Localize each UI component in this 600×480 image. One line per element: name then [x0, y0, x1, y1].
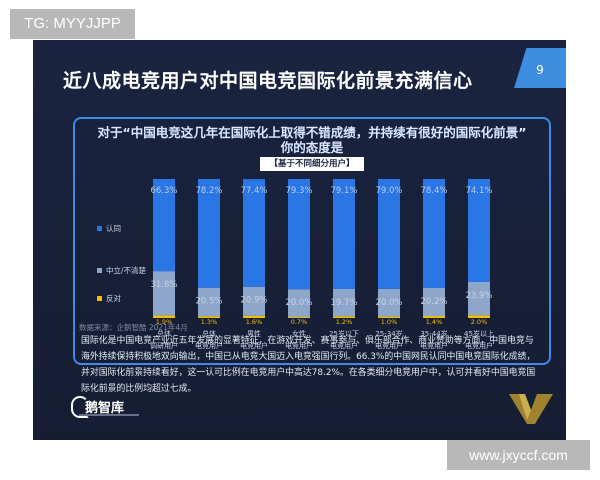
neutral-value-label: 20.2% — [420, 297, 447, 307]
category-label: 电竞用户 — [465, 341, 493, 350]
bar-oppose — [468, 315, 490, 318]
bar-oppose — [333, 316, 355, 318]
agree-value-label: 74.1% — [465, 186, 492, 196]
neutral-value-label: 20.5% — [195, 297, 222, 307]
bar-neutral — [153, 271, 175, 316]
category-label: 总体 — [157, 329, 171, 338]
bar-neutral — [288, 289, 310, 318]
bar-neutral — [468, 281, 490, 316]
oppose-value-label: 1.2% — [336, 318, 353, 326]
legend-label: 认同 — [106, 223, 121, 233]
category-label: 电竞用户 — [375, 341, 403, 350]
category-label: 电竞用户 — [195, 341, 223, 350]
agree-value-label: 79.0% — [375, 186, 402, 196]
category-label: 25岁以下 — [329, 329, 359, 338]
survey-question: 对于“中国电竞这几年在国际化上取得不错成绩，并持续有很好的国际化前景” 你的态度… — [75, 125, 549, 155]
question-line-2: 你的态度是 — [280, 140, 344, 155]
bar-neutral — [198, 287, 220, 317]
neutral-value-label: 31.8% — [150, 280, 177, 290]
bar-agree — [198, 179, 220, 288]
slide: 近八成电竞用户对中国电竞国际化前景充满信心 9 对于“中国电竞这几年在国际化上取… — [33, 40, 566, 440]
agree-value-label: 77.4% — [240, 186, 267, 196]
agree-value-label: 79.1% — [330, 186, 357, 196]
category-label: 调研用户 — [150, 341, 178, 350]
agree-value-label: 79.3% — [285, 186, 312, 196]
neutral-value-label: 20.9% — [240, 296, 267, 306]
v-emblem-icon — [509, 394, 553, 424]
bar-agree — [423, 179, 445, 288]
category-label: 45岁以上 — [464, 329, 494, 338]
bar-neutral — [333, 288, 355, 317]
oppose-value-label: 0.7% — [291, 318, 308, 326]
watermark-url: www.jxyccf.com — [447, 440, 590, 470]
neutral-value-label: 23.9% — [465, 291, 492, 301]
bar-oppose — [243, 315, 265, 318]
neutral-value-label: 20.0% — [285, 298, 312, 308]
watermark-tag: TG: MYYJJPP — [10, 9, 135, 39]
bar-oppose — [153, 315, 175, 318]
category-label: 25-34岁 — [375, 329, 402, 338]
penguin-logo: 鹅智库 — [71, 394, 141, 424]
oppose-value-label: 1.9% — [156, 318, 173, 326]
category-label: 男性 — [247, 329, 261, 338]
page-number-badge: 9 — [514, 48, 566, 88]
logo-text: 鹅智库 — [85, 401, 125, 416]
bar-agree — [153, 179, 175, 272]
category-label: 电竞用户 — [285, 341, 313, 350]
bar-neutral — [243, 286, 265, 316]
chart-panel: 对于“中国电竞这几年在国际化上取得不错成绩，并持续有很好的国际化前景” 你的态度… — [73, 117, 551, 365]
bar-agree — [378, 179, 400, 289]
bar-oppose — [423, 316, 445, 318]
agree-value-label: 78.4% — [420, 186, 447, 196]
bar-neutral — [378, 288, 400, 317]
category-label: 电竞用户 — [330, 341, 358, 350]
bar-agree — [243, 179, 265, 287]
legend-swatch — [97, 226, 102, 231]
legend-label: 中立/不清楚 — [106, 265, 147, 275]
bar-neutral — [423, 287, 445, 317]
bar-oppose — [198, 316, 220, 318]
penguin-icon — [71, 396, 89, 418]
neutral-value-label: 20.0% — [375, 298, 402, 308]
oppose-value-label: 2.0% — [471, 318, 488, 326]
category-label: 电竞用户 — [240, 341, 268, 350]
agree-value-label: 66.3% — [150, 186, 177, 196]
legend-label: 反对 — [106, 293, 121, 303]
neutral-value-label: 19.7% — [330, 298, 357, 308]
summary-paragraph: 国际化是中国电竞产业近五年发展的显著特征，在游戏开发、赛事参与、俱乐部合作、商业… — [81, 336, 536, 394]
oppose-value-label: 1.4% — [426, 318, 443, 326]
bar-agree — [468, 179, 490, 282]
agree-value-label: 78.2% — [195, 186, 222, 196]
bar-oppose — [378, 316, 400, 318]
logo-underline — [79, 414, 139, 416]
bar-agree — [333, 179, 355, 289]
legend-swatch — [97, 296, 102, 301]
oppose-value-label: 1.0% — [381, 318, 398, 326]
category-label: 女性 — [292, 329, 306, 338]
category-label: 总体 — [202, 329, 216, 338]
data-source: 数据来源：企鹅智酷 2021年4月 — [79, 323, 188, 332]
category-label: 电竞用户 — [420, 341, 448, 350]
oppose-value-label: 1.6% — [246, 318, 263, 326]
bar-agree — [288, 179, 310, 290]
question-line-1: 对于“中国电竞这几年在国际化上取得不错成绩，并持续有很好的国际化前景” — [97, 125, 527, 140]
category-label: 35-44岁 — [420, 329, 447, 338]
chart-subtitle: 【基于不同细分用户】 — [260, 157, 364, 171]
bar-oppose — [288, 317, 310, 318]
legend-swatch — [97, 268, 102, 273]
slide-headline: 近八成电竞用户对中国电竞国际化前景充满信心 — [63, 70, 473, 92]
oppose-value-label: 1.3% — [201, 318, 218, 326]
